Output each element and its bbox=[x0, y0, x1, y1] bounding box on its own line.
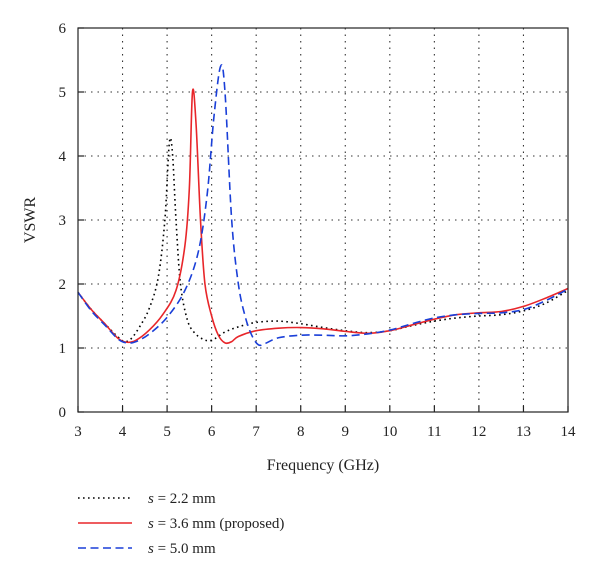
y-tick-label: 2 bbox=[59, 277, 67, 293]
legend-label-3: s = 5.0 mm bbox=[148, 541, 216, 557]
y-tick-label: 3 bbox=[59, 213, 67, 229]
x-tick-label: 3 bbox=[74, 424, 82, 440]
x-tick-label: 10 bbox=[382, 424, 397, 440]
x-tick-label: 9 bbox=[342, 424, 350, 440]
x-tick-label: 14 bbox=[561, 424, 577, 440]
y-tick-label: 4 bbox=[59, 149, 67, 165]
x-tick-label: 4 bbox=[119, 424, 127, 440]
series-line-3 bbox=[77, 64, 569, 347]
y-tick-label: 6 bbox=[59, 21, 67, 37]
tick-marks bbox=[77, 27, 569, 413]
x-tick-label: 6 bbox=[208, 424, 216, 440]
y-tick-label: 1 bbox=[59, 341, 67, 357]
x-tick-label: 8 bbox=[297, 424, 305, 440]
x-tick-label: 5 bbox=[163, 424, 171, 440]
legend: s = 2.2 mms = 3.6 mm (proposed)s = 5.0 m… bbox=[78, 491, 284, 557]
legend-value: = 3.6 mm (proposed) bbox=[154, 516, 285, 532]
legend-variable: s bbox=[148, 491, 154, 507]
x-tick-label: 7 bbox=[252, 424, 260, 440]
y-tick-label: 0 bbox=[59, 405, 67, 421]
legend-label-2: s = 3.6 mm (proposed) bbox=[148, 516, 284, 532]
legend-label-1: s = 2.2 mm bbox=[148, 491, 216, 507]
x-axis-label: Frequency (GHz) bbox=[267, 457, 379, 474]
x-tick-label: 13 bbox=[516, 424, 531, 440]
y-axis-label: VSWR bbox=[22, 197, 39, 244]
series-line-1 bbox=[77, 137, 569, 343]
legend-variable: s bbox=[148, 516, 154, 532]
x-tick-label: 12 bbox=[471, 424, 486, 440]
series-line-2 bbox=[77, 88, 569, 345]
legend-variable: s bbox=[148, 541, 154, 557]
series-group bbox=[77, 64, 569, 347]
y-tick-label: 5 bbox=[59, 85, 67, 101]
legend-value: = 2.2 mm bbox=[154, 491, 216, 507]
x-tick-label: 11 bbox=[427, 424, 441, 440]
legend-value: = 5.0 mm bbox=[154, 541, 216, 557]
grid-lines bbox=[78, 28, 568, 412]
